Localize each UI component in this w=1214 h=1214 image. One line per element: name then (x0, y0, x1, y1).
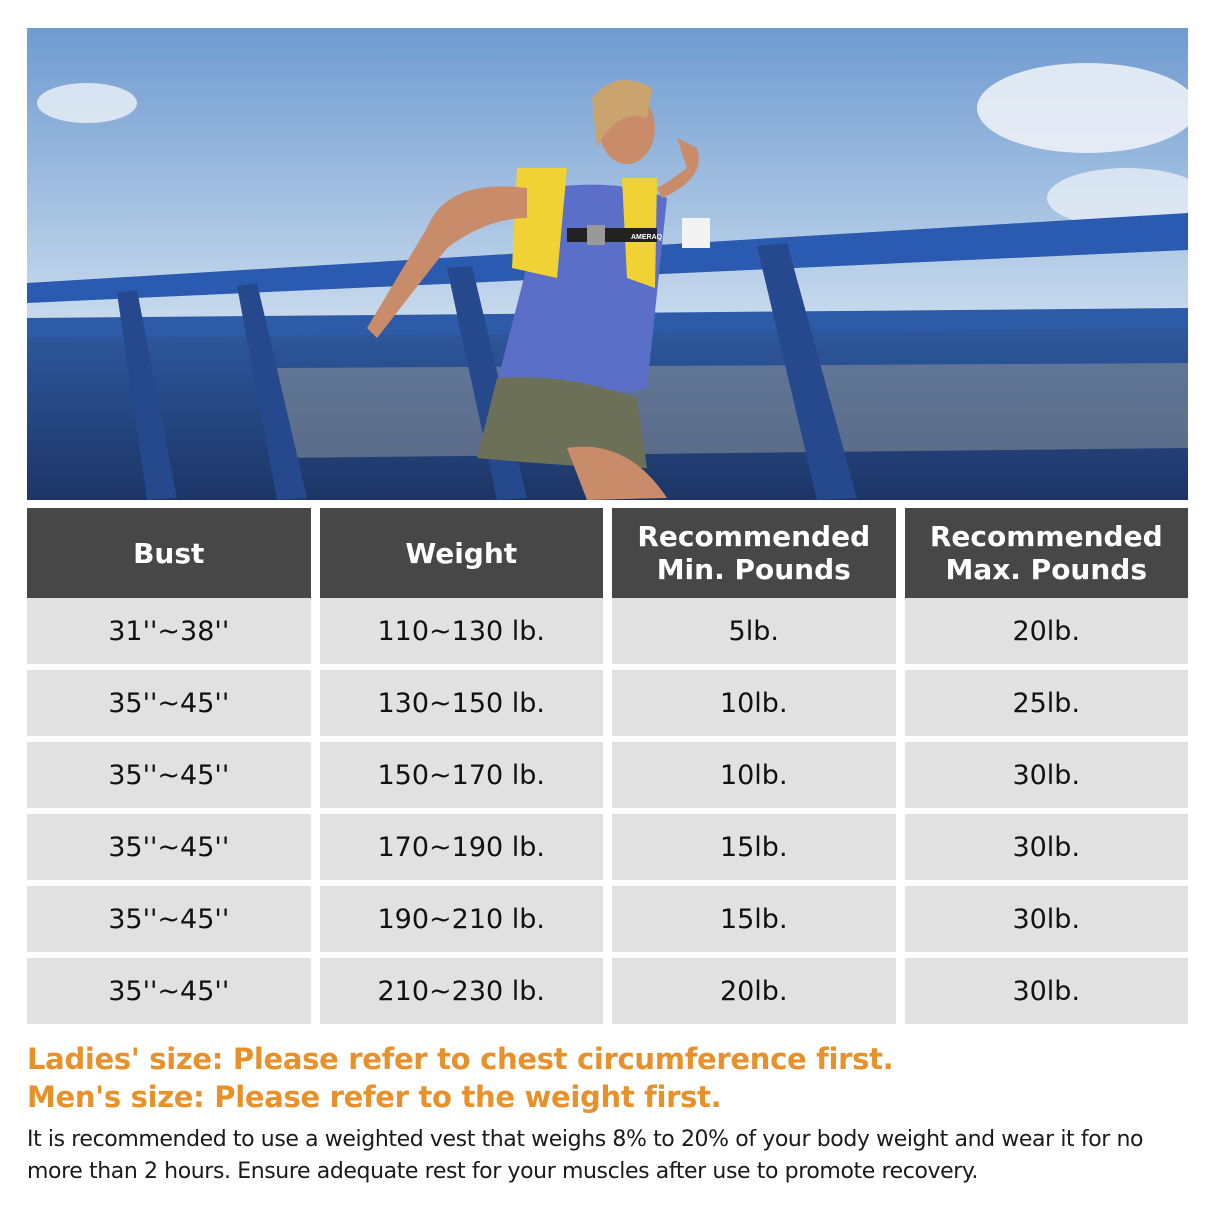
hero-photo: AMERAQ (27, 28, 1188, 500)
running-woman-image: AMERAQ (27, 28, 1188, 500)
table-row: 31''~38'' 110~130 lb. 5lb. 20lb. (27, 598, 1188, 664)
cell-weight: 110~130 lb. (319, 598, 603, 664)
table-row: 35''~45'' 170~190 lb. 15lb. 30lb. (27, 814, 1188, 880)
cell-min-pounds: 15lb. (612, 886, 896, 952)
cell-max-pounds: 30lb. (904, 958, 1188, 1024)
cell-bust: 35''~45'' (27, 742, 311, 808)
vest-brand-logo: AMERAQ (631, 234, 663, 241)
header-min-pounds: Recommended Min. Pounds (612, 508, 896, 598)
header-bust: Bust (27, 508, 311, 598)
cell-max-pounds: 25lb. (904, 670, 1188, 736)
cell-weight: 130~150 lb. (319, 670, 603, 736)
cell-weight: 190~210 lb. (319, 886, 603, 952)
cell-weight: 150~170 lb. (319, 742, 603, 808)
table-row: 35''~45'' 150~170 lb. 10lb. 30lb. (27, 742, 1188, 808)
mens-size-note: Men's size: Please refer to the weight f… (27, 1080, 722, 1114)
runner-figure (367, 80, 710, 500)
cell-min-pounds: 15lb. (612, 814, 896, 880)
cell-min-pounds: 10lb. (612, 742, 896, 808)
cell-min-pounds: 10lb. (612, 670, 896, 736)
cell-max-pounds: 30lb. (904, 814, 1188, 880)
cell-bust: 35''~45'' (27, 886, 311, 952)
cell-weight: 210~230 lb. (319, 958, 603, 1024)
size-chart-table: Bust Weight Recommended Min. Pounds Reco… (27, 508, 1188, 1030)
cell-bust: 35''~45'' (27, 958, 311, 1024)
cell-max-pounds: 30lb. (904, 742, 1188, 808)
ladies-size-note: Ladies' size: Please refer to chest circ… (27, 1042, 894, 1076)
usage-recommendation: It is recommended to use a weighted vest… (27, 1127, 1144, 1184)
cell-bust: 35''~45'' (27, 814, 311, 880)
table-row: 35''~45'' 130~150 lb. 10lb. 25lb. (27, 670, 1188, 736)
cell-min-pounds: 20lb. (612, 958, 896, 1024)
header-weight: Weight (319, 508, 603, 598)
table-row: 35''~45'' 210~230 lb. 20lb. 30lb. (27, 958, 1188, 1024)
size-notes: Ladies' size: Please refer to chest circ… (27, 1040, 1197, 1188)
cell-bust: 31''~38'' (27, 598, 311, 664)
cell-min-pounds: 5lb. (612, 598, 896, 664)
cell-max-pounds: 20lb. (904, 598, 1188, 664)
cell-max-pounds: 30lb. (904, 886, 1188, 952)
table-header-row: Bust Weight Recommended Min. Pounds Reco… (27, 508, 1188, 598)
header-max-pounds: Recommended Max. Pounds (904, 508, 1188, 598)
table-row: 35''~45'' 190~210 lb. 15lb. 30lb. (27, 886, 1188, 952)
cell-bust: 35''~45'' (27, 670, 311, 736)
cell-weight: 170~190 lb. (319, 814, 603, 880)
